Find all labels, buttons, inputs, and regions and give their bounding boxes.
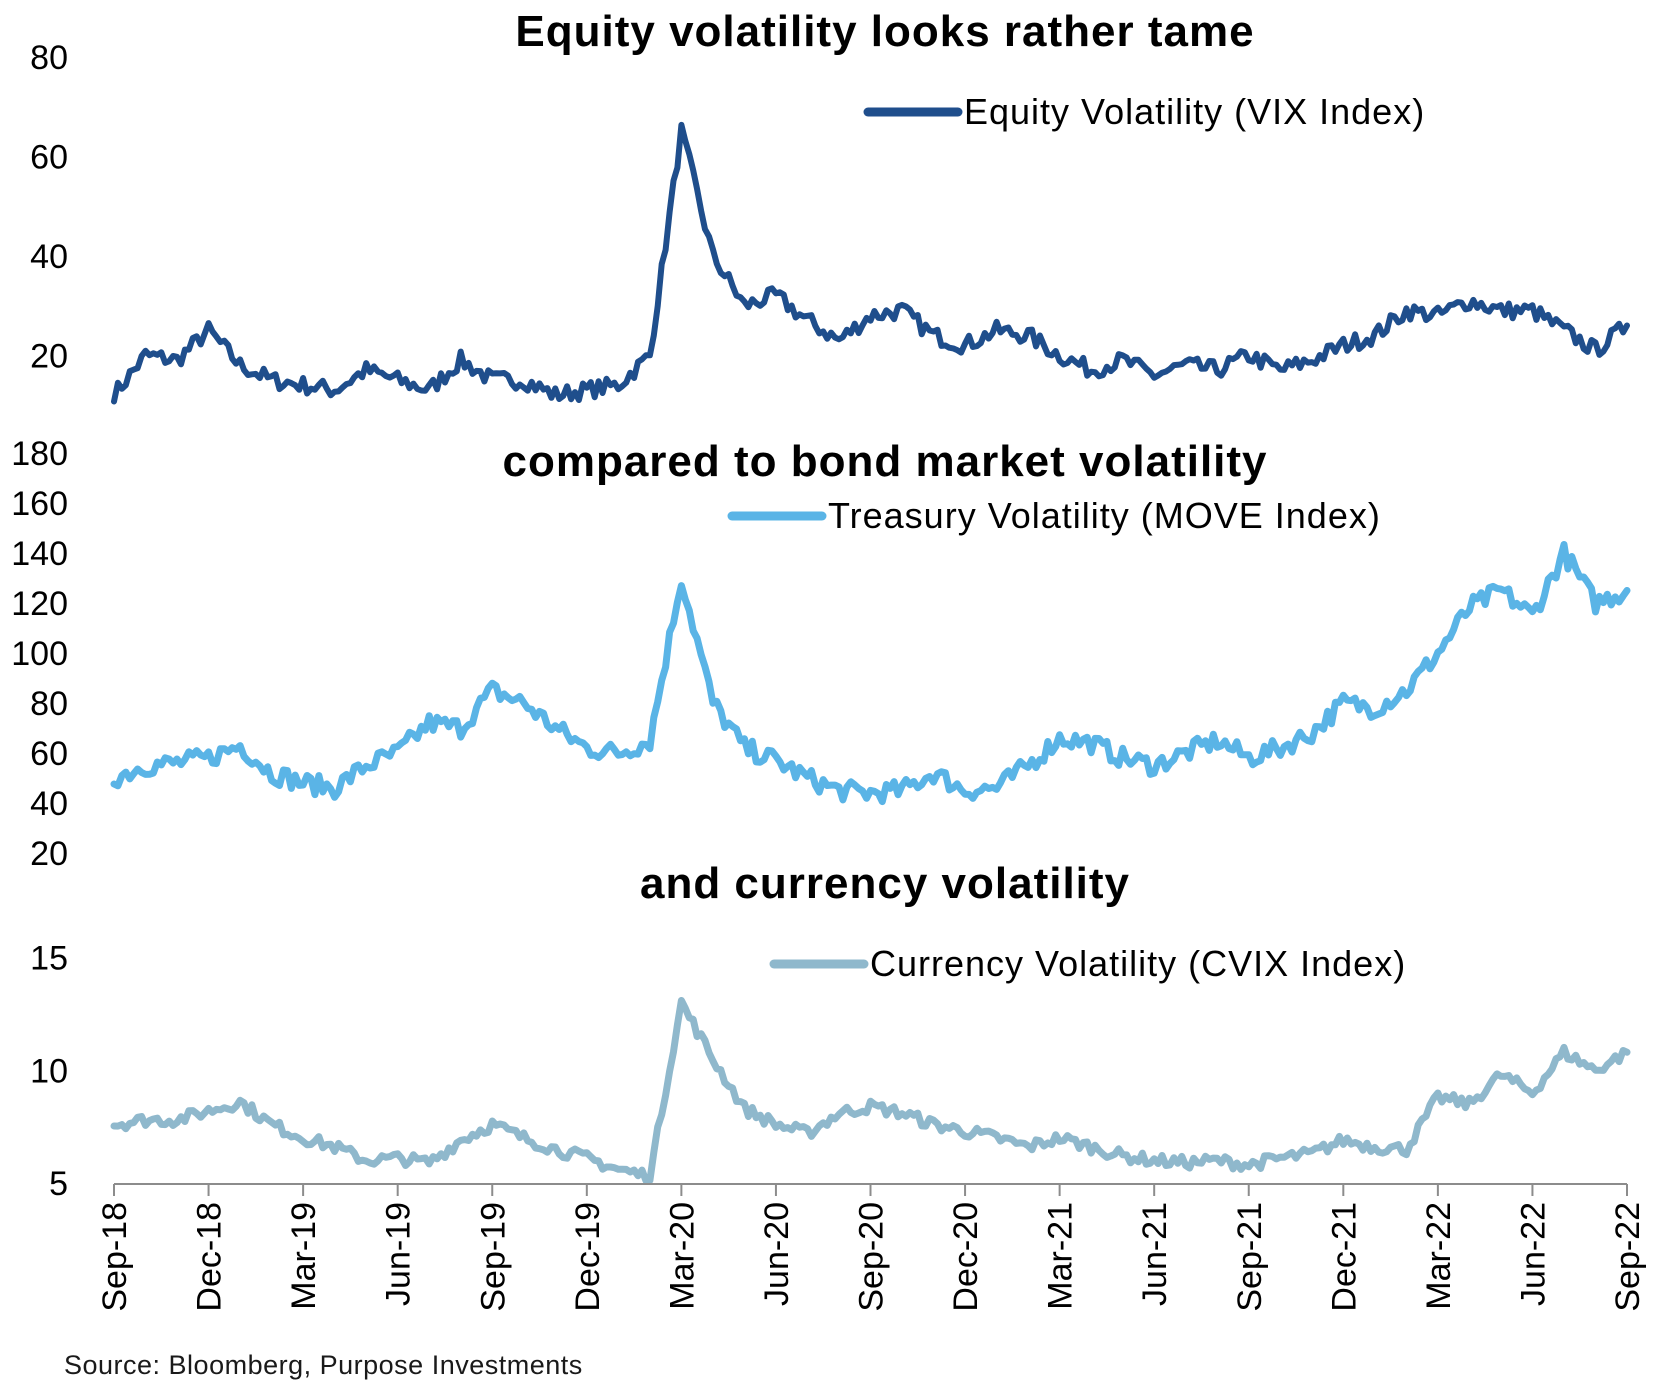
chart-title-2: compared to bond market volatility [502, 437, 1267, 486]
y-tick-label: 60 [30, 138, 68, 176]
y-tick-label: 80 [30, 39, 68, 77]
x-tick-label: Jun-19 [380, 1202, 418, 1306]
x-tick-label: Mar-20 [663, 1202, 701, 1310]
legend: Currency Volatility (CVIX Index) [769, 943, 1406, 984]
legend: Equity Volatility (VIX Index) [863, 91, 1425, 132]
x-tick-label: Sep-18 [96, 1202, 134, 1312]
y-tick-label: 40 [30, 785, 68, 823]
x-tick-label: Sep-21 [1231, 1202, 1269, 1312]
y-tick-label: 15 [30, 940, 68, 978]
y-tick-label: 140 [11, 535, 68, 573]
x-tick-label: Mar-19 [285, 1202, 323, 1310]
y-tick-label: 80 [30, 685, 68, 723]
x-tick-label: Sep-20 [853, 1202, 891, 1312]
legend: Treasury Volatility (MOVE Index) [727, 495, 1381, 536]
legend-label: Equity Volatility (VIX Index) [964, 91, 1425, 132]
x-tick-label: Sep-19 [474, 1202, 512, 1312]
x-tick-label: Dec-21 [1325, 1202, 1363, 1312]
y-tick-label: 60 [30, 735, 68, 773]
x-tick-label: Dec-18 [191, 1202, 229, 1312]
series-line [110, 541, 1631, 806]
x-tick-label: Jun-20 [758, 1202, 796, 1306]
y-tick-label: 10 [30, 1052, 68, 1090]
x-tick-label: Sep-22 [1609, 1202, 1647, 1312]
series-line [111, 121, 1630, 405]
y-tick-label: 180 [11, 435, 68, 473]
y-tick-label: 20 [30, 835, 68, 873]
legend-label: Treasury Volatility (MOVE Index) [828, 495, 1381, 536]
legend-label: Currency Volatility (CVIX Index) [870, 943, 1406, 984]
series-line [110, 997, 1631, 1184]
x-tick-label: Mar-22 [1420, 1202, 1458, 1310]
x-tick-label: Dec-19 [569, 1202, 607, 1312]
x-tick-label: Mar-21 [1042, 1202, 1080, 1310]
y-tick-label: 40 [30, 238, 68, 276]
x-tick-label: Jun-21 [1136, 1202, 1174, 1306]
y-tick-label: 20 [30, 337, 68, 375]
y-tick-label: 100 [11, 635, 68, 673]
x-tick-label: Jun-22 [1514, 1202, 1552, 1306]
y-tick-label: 160 [11, 485, 68, 523]
chart-title-3: and currency volatility [640, 859, 1130, 908]
x-tick-label: Dec-20 [947, 1202, 985, 1312]
source-note: Source: Bloomberg, Purpose Investments [64, 1350, 583, 1380]
chart-title-1: Equity volatility looks rather tame [515, 7, 1254, 56]
y-tick-label: 120 [11, 585, 68, 623]
y-tick-label: 5 [49, 1165, 68, 1203]
